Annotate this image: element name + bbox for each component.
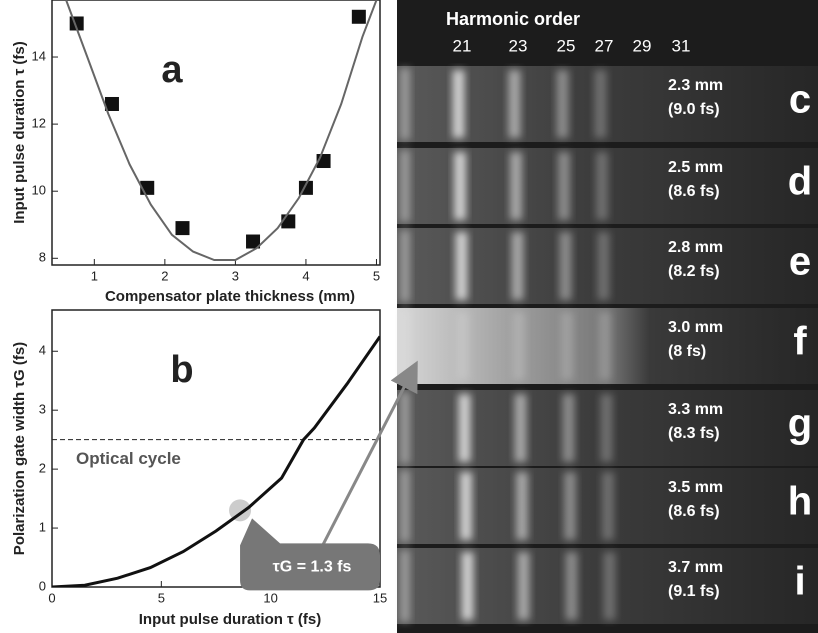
harmonic-order: 31 [672, 36, 691, 55]
y-tick-label: 1 [39, 520, 46, 535]
strip-letter: g [788, 402, 812, 446]
x-tick-label: 5 [373, 268, 380, 283]
edge-stripe [400, 550, 410, 622]
harmonic-stripe [453, 70, 465, 138]
y-tick-label: 8 [39, 250, 46, 265]
strip-letter: d [788, 160, 812, 204]
x-tick-label: 4 [302, 268, 309, 283]
strip-letter: i [794, 560, 805, 604]
harmonic-stripe [515, 394, 527, 462]
harmonic-stripe [558, 152, 570, 220]
x-tick-label: 3 [232, 268, 239, 283]
harmonic-stripe [602, 472, 614, 540]
y-tick-label: 0 [39, 578, 46, 593]
figure: 2.3 mm (9.0 fs) c 2.5 mm (8.6 fs) d 2.8 mm (8.2… [0, 0, 818, 633]
harmonic-stripe [509, 70, 521, 138]
y-tick-label: 12 [32, 116, 46, 131]
strip-thickness: 3.7 mm [668, 559, 723, 576]
edge-stripe [400, 68, 410, 140]
y-tick-label: 4 [39, 343, 46, 358]
harmonic-stripe [561, 312, 573, 380]
curve [66, 0, 376, 260]
harmonic-stripe [459, 394, 471, 462]
image-header: Harmonic order [446, 9, 580, 29]
strip-thickness: 2.3 mm [668, 77, 723, 94]
harmonic-stripe [518, 552, 530, 620]
harmonic-stripe [604, 552, 616, 620]
harmonic-stripe [596, 152, 608, 220]
edge-stripe [400, 470, 410, 542]
edge-stripe [400, 392, 410, 464]
y-tick-label: 14 [32, 48, 46, 63]
strip-duration: (9.1 fs) [668, 583, 720, 600]
strip-thickness: 2.8 mm [668, 239, 723, 256]
harmonic-stripe [563, 394, 575, 462]
harmonic-stripe [516, 472, 528, 540]
strip-duration: (8.6 fs) [668, 183, 720, 200]
x-tick-label: 15 [373, 590, 387, 605]
strip-thickness: 3.5 mm [668, 479, 723, 496]
harmonic-stripe [510, 152, 522, 220]
harmonic-order: 25 [557, 36, 576, 55]
edge-stripe [400, 310, 410, 382]
x-tick-label: 10 [263, 590, 277, 605]
harmonic-stripe [557, 70, 569, 138]
harmonic-stripe [513, 312, 525, 380]
strip-letter: e [789, 240, 811, 284]
harmonic-order: 21 [453, 36, 472, 55]
harmonic-stripe [462, 552, 474, 620]
strip-thickness: 3.0 mm [668, 319, 723, 336]
harmonic-stripe [512, 232, 524, 300]
x-axis-title: Input pulse duration τ (fs) [139, 611, 322, 628]
image-panels [397, 66, 818, 624]
data-point [175, 221, 189, 235]
harmonic-stripe [564, 472, 576, 540]
callout [240, 518, 380, 590]
edge-stripe [400, 230, 410, 302]
x-tick-label: 0 [48, 590, 55, 605]
strip-letter: h [788, 480, 812, 524]
strip-letter: c [789, 78, 811, 122]
harmonic-stripe [595, 70, 607, 138]
harmonic-order: 27 [595, 36, 614, 55]
data-point [352, 10, 366, 24]
strip-duration: (8.3 fs) [668, 425, 720, 442]
panel-letter: b [170, 349, 193, 391]
strip-duration: (8.6 fs) [668, 503, 720, 520]
y-tick-label: 10 [32, 183, 46, 198]
reference-label: Optical cycle [76, 449, 181, 468]
harmonic-order: 23 [509, 36, 528, 55]
x-axis-title: Compensator plate thickness (mm) [105, 288, 355, 305]
harmonic-stripe [457, 312, 469, 380]
strip-duration: (8.2 fs) [668, 263, 720, 280]
callout-label: τG = 1.3 fs [273, 559, 352, 576]
harmonic-stripe [599, 312, 611, 380]
panel-letter: a [161, 49, 183, 91]
strip-letter: f [793, 320, 807, 364]
harmonic-stripe [566, 552, 578, 620]
harmonic-stripe [598, 232, 610, 300]
strip-duration: (9.0 fs) [668, 101, 720, 118]
harmonic-order: 29 [633, 36, 652, 55]
harmonic-stripe [460, 472, 472, 540]
x-tick-label: 1 [91, 268, 98, 283]
x-tick-label: 5 [158, 590, 165, 605]
y-tick-label: 2 [39, 461, 46, 476]
harmonic-stripe [456, 232, 468, 300]
y-axis-title: Input pulse duration τ (fs) [11, 41, 28, 224]
harmonic-stripe [601, 394, 613, 462]
x-tick-label: 2 [161, 268, 168, 283]
harmonic-stripe [560, 232, 572, 300]
edge-stripe [400, 150, 410, 222]
strip-thickness: 2.5 mm [668, 159, 723, 176]
strip-thickness: 3.3 mm [668, 401, 723, 418]
y-tick-label: 3 [39, 402, 46, 417]
harmonic-stripe [454, 152, 466, 220]
strip-duration: (8 fs) [668, 343, 706, 360]
y-axis-title: Polarization gate width τG (fs) [11, 342, 28, 555]
